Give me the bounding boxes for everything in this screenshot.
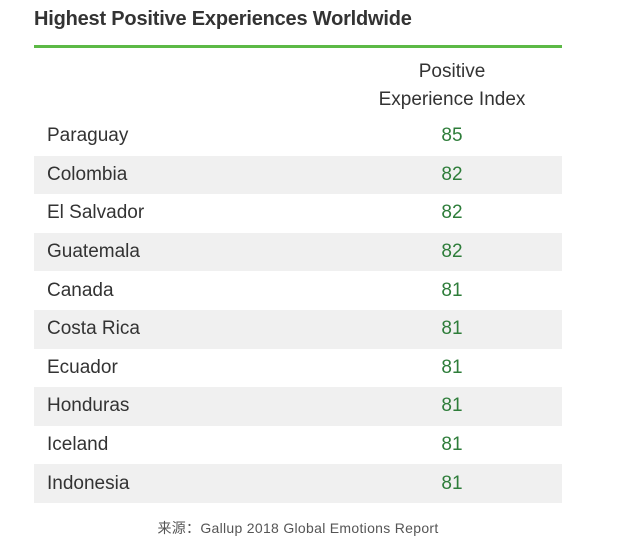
- index-value: 85: [441, 125, 463, 147]
- index-value: 81: [441, 434, 463, 456]
- column-header: Positive Experience Index: [352, 58, 552, 114]
- table-row: Canada 81: [34, 271, 562, 310]
- country-label: El Salvador: [47, 202, 145, 224]
- title-accent-rule: [34, 45, 562, 48]
- index-value: 81: [441, 318, 463, 340]
- index-value: 81: [441, 395, 463, 417]
- table-row: Guatemala 82: [34, 232, 562, 272]
- country-label: Paraguay: [47, 125, 129, 147]
- country-label: Indonesia: [47, 472, 130, 494]
- country-label: Iceland: [47, 434, 109, 456]
- table-row: Paraguay 85: [34, 117, 562, 156]
- table-row: Indonesia 81: [34, 464, 562, 503]
- country-label: Guatemala: [47, 241, 140, 263]
- country-label: Ecuador: [47, 356, 118, 378]
- source-note: 来源：Gallup 2018 Global Emotions Report: [157, 520, 439, 536]
- index-value: 82: [441, 241, 463, 263]
- country-label: Costa Rica: [47, 318, 140, 340]
- index-value: 81: [441, 356, 463, 378]
- table-title: Highest Positive Experiences Worldwide: [34, 8, 412, 30]
- table-row: El Salvador 82: [34, 194, 562, 233]
- column-header-line-2: Experience Index: [378, 89, 526, 110]
- table-row: Honduras 81: [34, 387, 562, 426]
- table-body: Paraguay 85 Colombia 82 El Salvador 82 Guatema…: [34, 117, 562, 503]
- table-row: Ecuador 81: [34, 348, 562, 388]
- country-label: Colombia: [47, 163, 128, 185]
- country-label: Honduras: [47, 395, 130, 417]
- table-row: Iceland 81: [34, 425, 562, 465]
- table-row: Colombia 82: [34, 155, 562, 195]
- index-value: 82: [441, 202, 463, 224]
- index-value: 81: [441, 279, 463, 301]
- column-header-line-1: Positive: [418, 61, 486, 82]
- index-value: 82: [441, 163, 463, 185]
- index-value: 81: [441, 472, 463, 494]
- country-label: Canada: [47, 279, 114, 301]
- table-row: Costa Rica 81: [34, 309, 562, 349]
